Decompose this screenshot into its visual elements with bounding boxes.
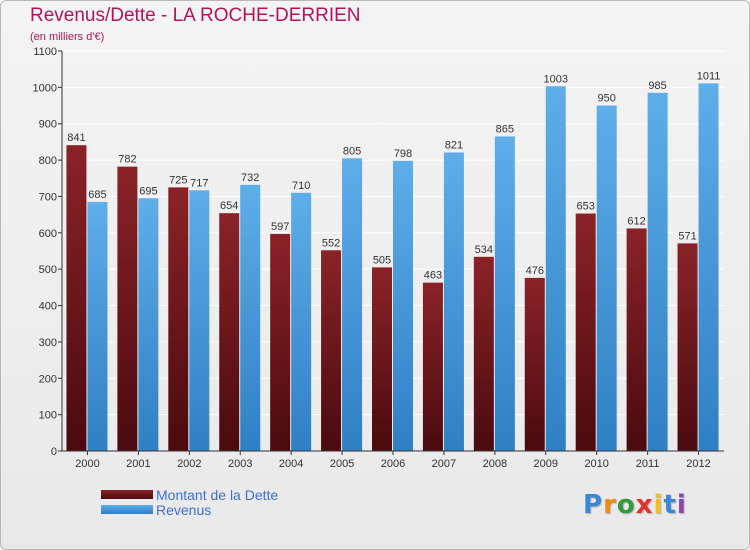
data-label-revenus: 695 [139, 185, 157, 197]
data-label-dette: 552 [322, 237, 340, 249]
data-label-revenus: 1003 [544, 73, 568, 85]
data-label-dette: 612 [627, 215, 645, 227]
bar-dette [422, 282, 443, 451]
logo-letter: t [663, 490, 677, 520]
bar-dette [270, 233, 291, 451]
x-tick-label: 2001 [126, 458, 150, 470]
bar-revenus [240, 184, 261, 451]
y-tick-label: 600 [39, 228, 57, 240]
bar-revenus [189, 190, 210, 452]
data-label-dette: 505 [373, 254, 391, 266]
bar-revenus [138, 198, 159, 451]
y-tick-label: 400 [39, 301, 57, 313]
y-tick-label: 700 [39, 191, 57, 203]
bar-revenus [545, 86, 566, 451]
x-tick-label: 2003 [228, 458, 252, 470]
data-label-dette: 597 [271, 221, 289, 233]
data-label-revenus: 685 [88, 189, 106, 201]
bar-dette [117, 166, 138, 452]
data-labels: 841 685 782 695 725 717 654 732 597 710 552 805 505 7… [67, 70, 720, 281]
chart-title: Revenus/Dette - LA ROCHE-DERRIEN [30, 5, 361, 26]
bar-dette [168, 187, 189, 451]
logo-letter: x [635, 490, 654, 520]
bar-dette [372, 267, 392, 451]
data-label-dette: 653 [577, 201, 595, 213]
x-tick-label: 2007 [432, 458, 456, 470]
logo-letter: i [676, 490, 687, 520]
proxiti-logo: Proxiti [583, 490, 687, 520]
data-label-revenus: 732 [241, 172, 259, 184]
legend-item-dette: Montant de la Dette [101, 487, 278, 502]
data-label-revenus: 950 [598, 93, 616, 105]
y-tick-label: 900 [39, 119, 57, 131]
bar-dette [524, 277, 545, 451]
data-label-dette: 782 [118, 154, 136, 166]
bar-revenus [342, 158, 363, 452]
bar-dette [473, 256, 494, 451]
y-tick-label: 1000 [33, 82, 57, 94]
x-tick-label: 2005 [330, 458, 354, 470]
data-label-dette: 534 [475, 244, 493, 256]
x-tick-label: 2009 [534, 458, 558, 470]
y-tick-label: 300 [39, 337, 57, 349]
data-label-dette: 841 [67, 132, 85, 144]
bar-revenus [443, 152, 464, 452]
x-tick-label: 2010 [584, 458, 608, 470]
logo-letter: i [653, 490, 664, 520]
legend-item-revenus: Revenus [101, 502, 278, 517]
data-label-dette: 476 [526, 265, 544, 277]
data-label-dette: 725 [169, 174, 187, 186]
legend-label-dette: Montant de la Dette [156, 486, 279, 503]
bar-revenus [647, 92, 668, 452]
data-label-revenus: 805 [343, 145, 361, 157]
y-tick-label: 100 [39, 410, 57, 422]
logo-letter: r [603, 490, 617, 520]
x-tick-label: 2011 [636, 458, 660, 470]
logo-letter: P [583, 490, 604, 520]
bar-dette [321, 250, 342, 451]
bars [66, 83, 719, 452]
axes: 0 100 200 300 400 500 600 700 800 900 1000 1100 2000… [33, 46, 724, 470]
x-tick-label: 2006 [381, 458, 405, 470]
y-tick-label: 200 [39, 373, 57, 385]
bar-revenus [596, 105, 617, 451]
data-label-revenus: 717 [190, 177, 208, 189]
bar-dette [219, 213, 240, 451]
bar-dette [575, 213, 596, 451]
y-tick-label: 800 [39, 155, 57, 167]
bar-dette [626, 228, 647, 451]
logo-letter: o [616, 490, 636, 520]
data-label-revenus: 865 [496, 123, 514, 135]
y-tick-label: 500 [39, 264, 57, 276]
x-tick-label: 2008 [483, 458, 507, 470]
legend: Montant de la Dette Revenus [101, 487, 278, 517]
bar-revenus [494, 136, 515, 452]
data-label-revenus: 985 [648, 80, 666, 92]
data-label-dette: 654 [220, 200, 238, 212]
data-label-dette: 463 [424, 270, 442, 282]
data-label-revenus: 798 [394, 148, 412, 160]
y-tick-label: 0 [51, 446, 57, 458]
y-tick-label: 1100 [33, 46, 57, 58]
data-label-dette: 571 [678, 230, 696, 242]
chart-unit-label: (en milliers d'€) [30, 31, 105, 43]
x-tick-label: 2000 [75, 458, 99, 470]
bar-revenus [87, 201, 108, 451]
bar-revenus [698, 83, 719, 451]
bar-revenus [393, 160, 413, 451]
data-label-revenus: 821 [445, 139, 463, 151]
x-tick-label: 2012 [686, 458, 710, 470]
bar-dette [66, 145, 87, 451]
data-label-revenus: 710 [292, 180, 310, 192]
bar-revenus [291, 192, 312, 451]
x-tick-label: 2002 [177, 458, 201, 470]
legend-label-revenus: Revenus [156, 501, 212, 518]
bar-dette [677, 243, 698, 451]
x-tick-label: 2004 [279, 458, 303, 470]
legend-swatch-dette [101, 490, 153, 499]
legend-swatch-revenus [101, 505, 153, 514]
data-label-revenus: 1011 [697, 70, 721, 82]
